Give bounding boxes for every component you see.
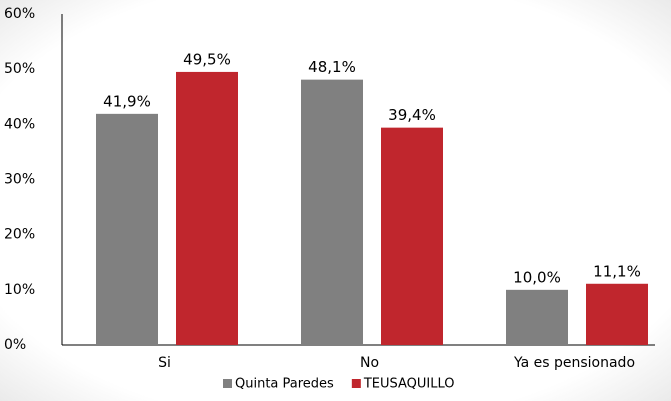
value-label: 49,5% — [183, 50, 231, 68]
bar — [176, 71, 238, 346]
bar — [506, 289, 568, 345]
y-tick-label: 20% — [4, 227, 35, 243]
value-label: 11,1% — [593, 262, 641, 280]
bar — [301, 79, 363, 346]
x-tick-label: No — [360, 355, 379, 371]
bar — [381, 127, 443, 345]
value-label: 41,9% — [103, 92, 151, 110]
y-tick-label: 40% — [4, 116, 35, 132]
y-tick-label: 0% — [4, 337, 26, 353]
y-tick-label: 60% — [4, 6, 35, 22]
value-label: 39,4% — [388, 106, 436, 124]
value-label: 48,1% — [308, 58, 356, 76]
legend-label: TEUSAQUILLO — [363, 377, 455, 392]
legend-swatch — [351, 379, 361, 388]
y-tick-label: 50% — [4, 61, 35, 77]
value-label: 10,0% — [513, 268, 561, 286]
y-tick-label: 30% — [4, 172, 35, 188]
x-tick-label: Ya es pensionado — [513, 355, 635, 371]
bar — [96, 113, 158, 345]
bar — [586, 283, 648, 345]
legend-label: Quinta Paredes — [235, 377, 334, 392]
legend-swatch — [223, 379, 232, 388]
y-tick-label: 10% — [4, 282, 35, 298]
x-tick-label: Si — [158, 355, 171, 371]
